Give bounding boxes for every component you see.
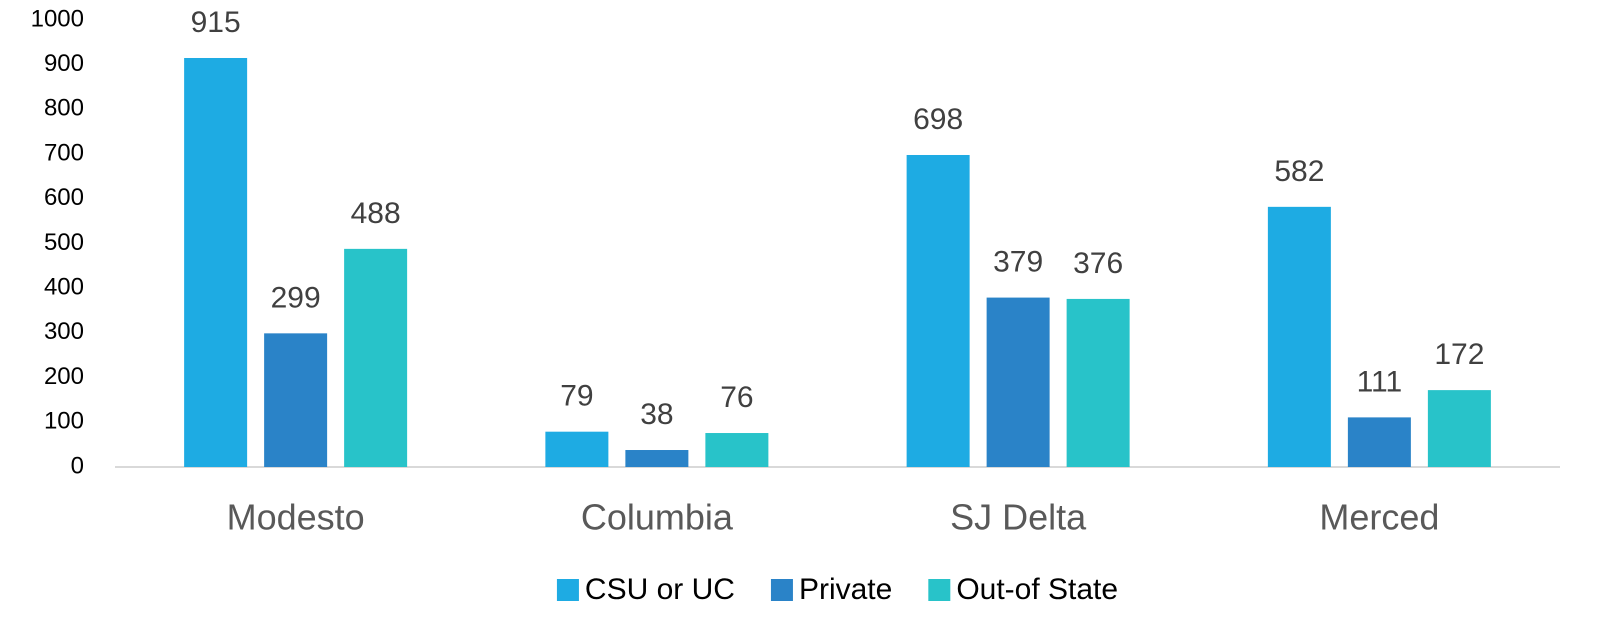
y-tick-label: 400 <box>44 274 84 301</box>
x-tick-label: Merced <box>1319 497 1439 538</box>
y-tick-label: 1000 <box>31 5 84 32</box>
value-label: 376 <box>1073 247 1123 280</box>
y-tick-label: 800 <box>44 95 84 122</box>
y-tick-label: 100 <box>44 408 84 435</box>
legend-swatch <box>770 579 793 601</box>
y-tick-label: 500 <box>44 229 84 256</box>
value-label: 76 <box>720 381 753 414</box>
value-label: 488 <box>351 197 401 230</box>
y-tick-label: 0 <box>71 452 84 479</box>
bar <box>625 450 689 467</box>
value-label: 111 <box>1357 365 1403 398</box>
legend-swatch <box>556 579 579 601</box>
bar <box>705 433 769 467</box>
bar <box>1427 390 1491 467</box>
legend-swatch <box>928 579 951 601</box>
y-tick-label: 300 <box>44 318 84 345</box>
x-tick-label: Modesto <box>227 497 365 538</box>
bar <box>986 297 1050 467</box>
value-label: 379 <box>993 246 1043 279</box>
value-label: 915 <box>191 6 241 39</box>
x-tick-label: Columbia <box>581 497 734 538</box>
legend-label: Private <box>799 573 892 606</box>
bar <box>344 248 408 467</box>
value-label: 698 <box>913 103 963 136</box>
y-tick-label: 700 <box>44 139 84 166</box>
bar <box>1066 298 1130 467</box>
x-tick-label: SJ Delta <box>950 497 1087 538</box>
value-label: 172 <box>1434 338 1484 371</box>
value-label: 79 <box>560 380 593 413</box>
bar <box>1347 417 1411 467</box>
bar <box>184 57 248 468</box>
legend-label: CSU or UC <box>585 573 735 606</box>
value-label: 299 <box>271 281 321 314</box>
value-label: 38 <box>640 398 673 431</box>
y-tick-label: 200 <box>44 363 84 390</box>
bar <box>906 154 970 467</box>
value-label: 582 <box>1274 155 1324 188</box>
bar <box>1267 206 1331 467</box>
bar <box>264 333 328 467</box>
y-tick-label: 600 <box>44 184 84 211</box>
bar <box>545 431 609 467</box>
legend-label: Out-of State <box>956 573 1118 606</box>
y-tick-label: 900 <box>44 50 84 77</box>
